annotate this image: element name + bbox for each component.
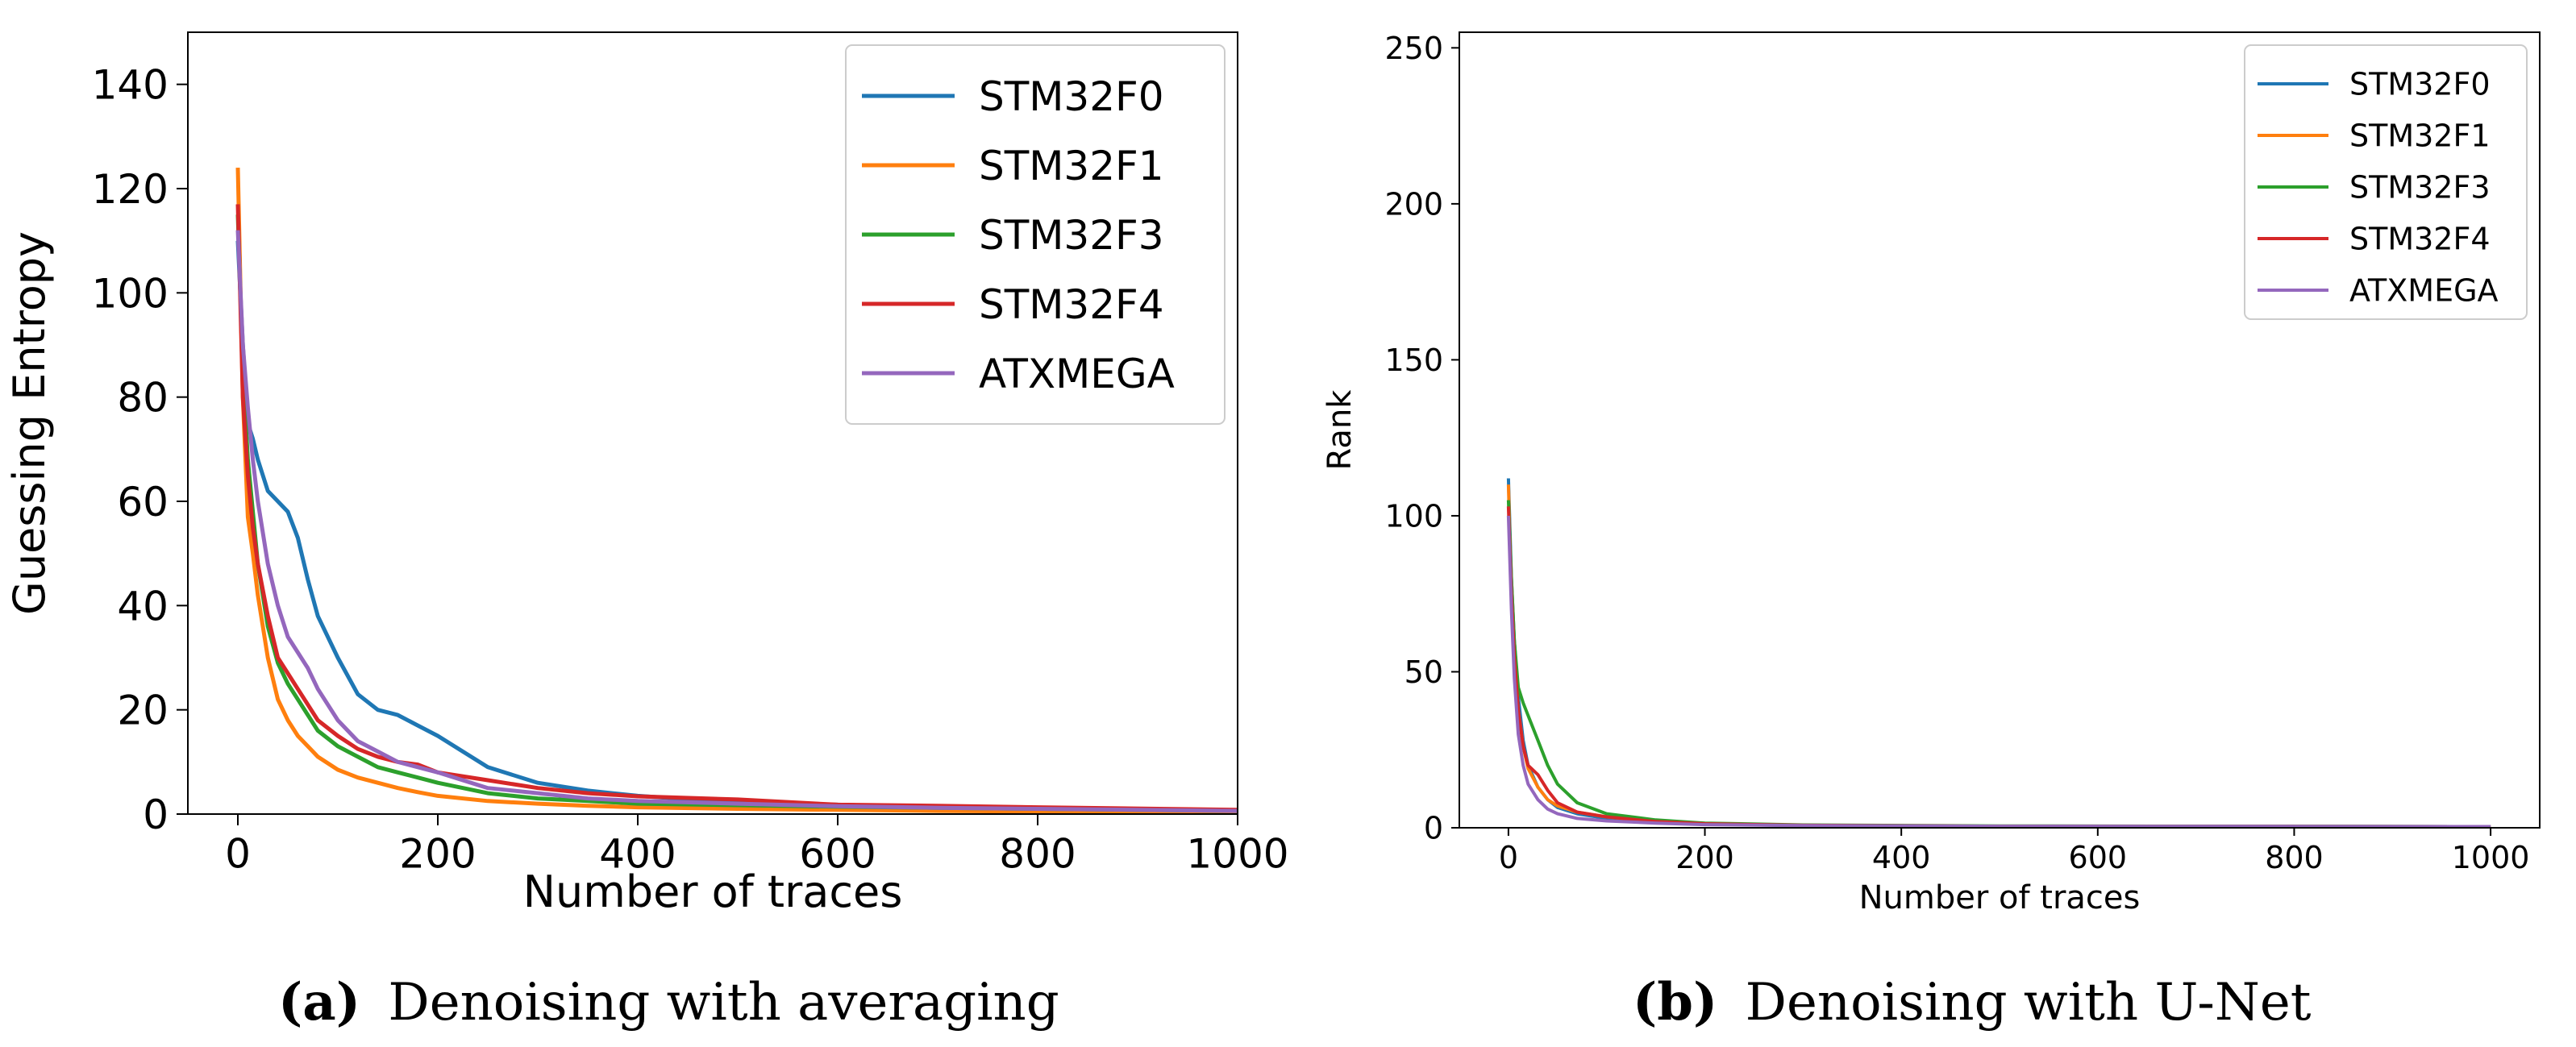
y-tick-label: 0 [143, 791, 169, 838]
chart-a: 0 200 400 600 800 1000 0 20 40 60 80 100 120 140 Numbe… [4, 31, 1289, 917]
y-tick-label: 200 [1384, 187, 1443, 222]
legend-label: STM32F1 [979, 143, 1164, 189]
legend-box [845, 44, 1226, 425]
x-tick-label: 600 [799, 831, 876, 878]
x-tick-label: 1000 [2452, 840, 2530, 875]
y-tick-label: 100 [92, 270, 169, 317]
y-tick-label: 0 [1424, 811, 1443, 846]
series-line-atxmega [1506, 515, 2491, 828]
legend-box [2244, 44, 2528, 320]
y-tick-label: 150 [1384, 343, 1443, 378]
legend-label: ATXMEGA [2349, 273, 2499, 309]
legend-b: STM32F0 STM32F1 STM32F3 STM32F4 ATXMEGA [2244, 44, 2528, 320]
legend-label: STM32F0 [979, 73, 1164, 120]
legend-label: STM32F4 [2349, 222, 2491, 257]
x-tick-label: 400 [1872, 840, 1931, 875]
y-tick-label: 100 [1384, 499, 1443, 534]
plot-frame-b [1459, 31, 2541, 829]
y-tick-label: 50 [1405, 654, 1443, 690]
y-tick-label: 250 [1384, 31, 1443, 66]
legend-a: STM32F0 STM32F1 STM32F3 STM32F4 ATXMEGA [845, 44, 1226, 425]
series-group-b [1506, 478, 2491, 828]
y-tick-label: 40 [117, 583, 169, 629]
legend-label: ATXMEGA [979, 351, 1175, 397]
x-tick-label: 800 [2265, 840, 2324, 875]
series-group-a [235, 168, 1238, 814]
series-line-stm32f4 [235, 204, 1238, 812]
y-tick-label: 20 [117, 688, 169, 734]
y-tick-label: 140 [92, 62, 169, 109]
x-tick-label: 600 [2069, 840, 2128, 875]
x-tick-label: 0 [225, 831, 251, 878]
x-axis-label: Number of traces [1859, 879, 2141, 916]
series-line-stm32f0 [1506, 478, 2491, 828]
x-tick-label: 1000 [1186, 831, 1288, 878]
caption-a: (a) Denoising with averaging [278, 972, 1059, 1032]
y-axis-label: Guessing Entropy [4, 231, 55, 615]
series-line-stm32f3 [1506, 500, 2491, 828]
legend-label: STM32F3 [979, 212, 1164, 259]
caption-b-text: Denoising with U-Net [1746, 973, 2312, 1032]
caption-b: (b) Denoising with U-Net [1633, 972, 2312, 1032]
caption-a-text: Denoising with averaging [388, 973, 1059, 1032]
x-tick-label: 400 [599, 831, 676, 878]
legend-label: STM32F1 [2349, 118, 2491, 154]
x-tick-label: 800 [999, 831, 1076, 878]
x-tick-label: 200 [399, 831, 476, 878]
y-tick-label: 120 [92, 166, 169, 213]
caption-b-label: (b) [1633, 972, 1717, 1032]
legend-label: STM32F4 [979, 281, 1164, 328]
x-axis-label: Number of traces [523, 866, 903, 917]
plot-frame-a [187, 31, 1238, 815]
legend-label: STM32F0 [2349, 67, 2491, 102]
x-tick-label: 0 [1499, 840, 1518, 875]
series-line-stm32f1 [1506, 484, 2491, 828]
y-axis-label: Rank [1321, 389, 1359, 471]
y-tick-label: 60 [117, 479, 169, 526]
chart-b: 0 200 400 600 800 1000 0 50 100 150 200 250 Number o… [1321, 31, 2541, 916]
series-line-atxmega [235, 230, 1238, 813]
caption-a-label: (a) [278, 972, 360, 1032]
series-line-stm32f1 [235, 168, 1238, 814]
x-tick-label: 200 [1675, 840, 1734, 875]
series-line-stm32f4 [1506, 506, 2491, 828]
y-tick-label: 80 [117, 375, 169, 422]
legend-label: STM32F3 [2349, 170, 2491, 206]
